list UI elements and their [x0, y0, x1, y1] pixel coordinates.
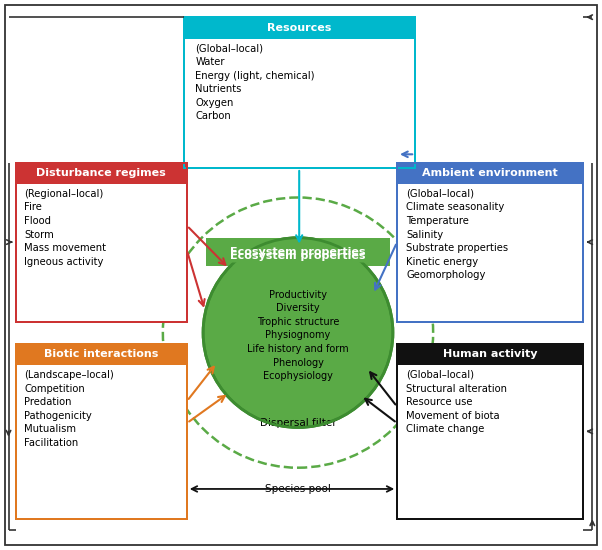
- Text: Ambient environment: Ambient environment: [423, 168, 558, 178]
- Text: (Landscape–local)
Competition
Predation
Pathogenicity
Mutualism
Facilitation: (Landscape–local) Competition Predation …: [24, 370, 114, 448]
- Text: Species pool: Species pool: [265, 484, 331, 494]
- FancyBboxPatch shape: [397, 183, 583, 322]
- FancyBboxPatch shape: [397, 163, 583, 183]
- Text: (Global–local)
Water
Energy (light, chemical)
Nutrients
Oxygen
Carbon: (Global–local) Water Energy (light, chem…: [196, 43, 315, 122]
- Text: Ecosystem properties: Ecosystem properties: [230, 251, 366, 261]
- FancyBboxPatch shape: [16, 183, 187, 322]
- FancyBboxPatch shape: [16, 344, 187, 365]
- Text: Dispersal filter: Dispersal filter: [259, 418, 337, 428]
- Text: Human activity: Human activity: [443, 349, 538, 359]
- FancyBboxPatch shape: [206, 238, 390, 266]
- Text: (Global–local)
Structural alteration
Resource use
Movement of biota
Climate chan: (Global–local) Structural alteration Res…: [406, 370, 507, 434]
- FancyBboxPatch shape: [184, 38, 415, 168]
- Text: Ecosystem properties: Ecosystem properties: [230, 247, 366, 257]
- Ellipse shape: [203, 238, 393, 427]
- FancyBboxPatch shape: [397, 365, 583, 519]
- Text: Resources: Resources: [267, 23, 332, 32]
- FancyBboxPatch shape: [16, 365, 187, 519]
- FancyBboxPatch shape: [184, 17, 415, 38]
- Text: Productivity
Diversity
Trophic structure
Physiognomy
Life history and form
Pheno: Productivity Diversity Trophic structure…: [247, 289, 349, 381]
- FancyBboxPatch shape: [16, 163, 187, 183]
- Text: Disturbance regimes: Disturbance regimes: [37, 168, 166, 178]
- FancyBboxPatch shape: [397, 344, 583, 365]
- Text: Biotic interactions: Biotic interactions: [44, 349, 158, 359]
- Text: (Global–local)
Climate seasonality
Temperature
Salinity
Substrate properties
Kin: (Global–local) Climate seasonality Tempe…: [406, 189, 509, 280]
- Text: (Regional–local)
Fire
Flood
Storm
Mass movement
Igneous activity: (Regional–local) Fire Flood Storm Mass m…: [24, 189, 107, 267]
